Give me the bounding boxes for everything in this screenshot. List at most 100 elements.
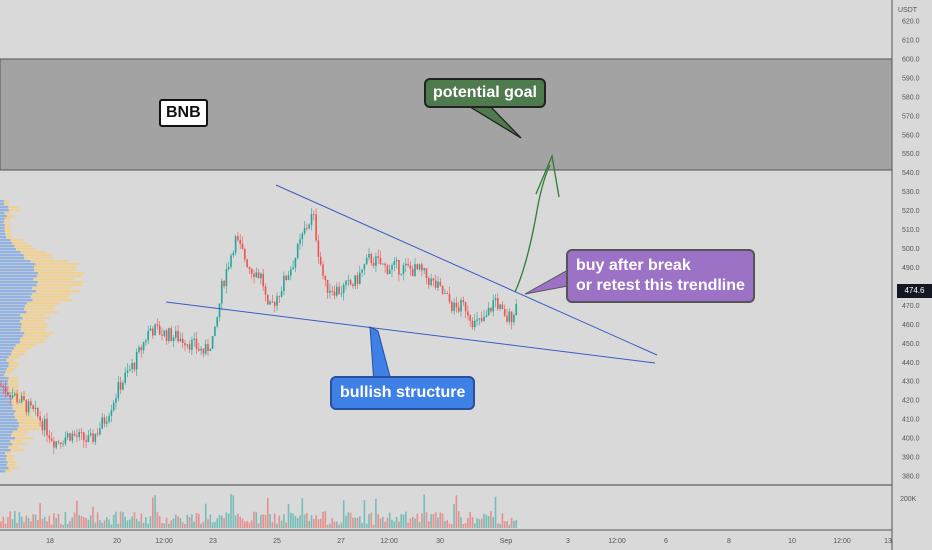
time-tick: 8 <box>727 538 731 545</box>
profile-bar <box>0 368 7 371</box>
time-axis[interactable]: 18 20 12:00 23 25 27 12:00 30 Sep 3 12:00 6 8 10 12:00… <box>46 538 892 545</box>
volume-bars <box>0 494 517 528</box>
profile-bar <box>0 383 8 386</box>
profile-bar <box>7 461 17 464</box>
volume-bar <box>138 521 140 528</box>
volume-bar <box>115 511 117 528</box>
candle-body <box>11 395 14 398</box>
candle-body <box>253 273 255 278</box>
candle-body <box>444 293 446 295</box>
candle-body <box>119 382 122 390</box>
volume-bar <box>407 522 409 528</box>
candle-body <box>129 369 131 371</box>
candle-body <box>317 240 320 257</box>
candle-body <box>439 281 442 286</box>
candle-body <box>175 330 177 338</box>
candle-body <box>27 401 30 413</box>
candle-body <box>384 263 386 266</box>
profile-bar <box>15 410 35 413</box>
candle-body <box>7 392 9 396</box>
candle-body <box>407 263 409 266</box>
candle-body <box>331 290 333 292</box>
volume-bar <box>402 514 405 528</box>
candle-body <box>30 401 32 406</box>
profile-bar <box>6 236 14 239</box>
volume-bar <box>225 512 228 528</box>
profile-bar <box>8 206 19 209</box>
volume-bar <box>349 512 352 528</box>
candle-body <box>508 311 511 322</box>
volume-bar <box>30 521 32 528</box>
candle-body <box>188 344 191 350</box>
volume-bar <box>411 516 414 528</box>
volume-bar <box>156 512 159 528</box>
candle-body <box>232 252 235 256</box>
volume-bar <box>154 495 156 528</box>
profile-bar <box>15 248 36 251</box>
candle-body <box>32 405 34 409</box>
candle-body <box>99 428 101 435</box>
profile-bar <box>11 392 26 395</box>
volume-bar <box>248 522 251 528</box>
profile-bar <box>0 272 38 275</box>
candle-body <box>313 214 315 215</box>
volume-bar <box>310 515 313 528</box>
volume-bar <box>172 518 175 528</box>
volume-bar <box>175 514 177 528</box>
lower-trendline[interactable] <box>165 301 656 364</box>
upper-trendline[interactable] <box>275 184 658 356</box>
candle-body <box>115 398 117 403</box>
symbol-label: BNB <box>159 99 208 127</box>
price-tick: 600.0 <box>902 56 920 63</box>
candle-body <box>476 319 478 321</box>
candle-body <box>198 348 200 351</box>
candle-body <box>430 278 432 286</box>
candle-body <box>46 418 48 436</box>
profile-bar <box>34 269 76 272</box>
profile-bar <box>35 263 79 266</box>
profile-bar <box>6 455 16 458</box>
profile-bar <box>0 350 12 353</box>
price-tick: 590.0 <box>902 75 920 82</box>
candle-body <box>50 438 53 441</box>
volume-bar <box>96 512 99 528</box>
volume-bar <box>163 523 166 528</box>
projection-arrow <box>514 164 551 293</box>
volume-bar <box>474 523 476 528</box>
profile-bar <box>30 260 68 263</box>
candle-body <box>237 236 239 240</box>
volume-bar <box>218 515 221 528</box>
volume-bar <box>414 518 416 528</box>
volume-bar <box>444 521 446 528</box>
candle-body <box>241 243 244 249</box>
candle-body <box>152 328 154 336</box>
volume-bar <box>384 521 386 528</box>
volume-bar <box>184 524 186 528</box>
candle-body <box>359 272 361 284</box>
volume-bar <box>158 516 161 528</box>
candle-body <box>158 325 161 335</box>
profile-bar <box>0 335 23 338</box>
profile-bar <box>0 278 34 281</box>
profile-bar <box>0 293 32 296</box>
profile-bar <box>24 308 54 311</box>
volume-bar <box>510 517 513 528</box>
candle-body <box>480 318 483 322</box>
candle-body <box>432 278 435 281</box>
volume-bar <box>269 513 271 528</box>
candle-body <box>71 433 74 441</box>
volume-bar <box>368 513 370 528</box>
profile-bar <box>8 467 19 470</box>
volume-bar <box>478 519 481 528</box>
candle-body <box>131 362 133 370</box>
volume-bar <box>147 523 149 528</box>
profile-bar <box>0 338 20 341</box>
volume-bar <box>239 516 241 528</box>
candle-body <box>43 418 46 431</box>
time-tick: 20 <box>113 538 121 545</box>
volume-bar <box>41 518 44 528</box>
volume-bar <box>71 517 74 528</box>
price-axis[interactable]: 620.0 610.0 600.0 590.0 580.0 570.0 560.0 550.0… <box>902 19 920 481</box>
